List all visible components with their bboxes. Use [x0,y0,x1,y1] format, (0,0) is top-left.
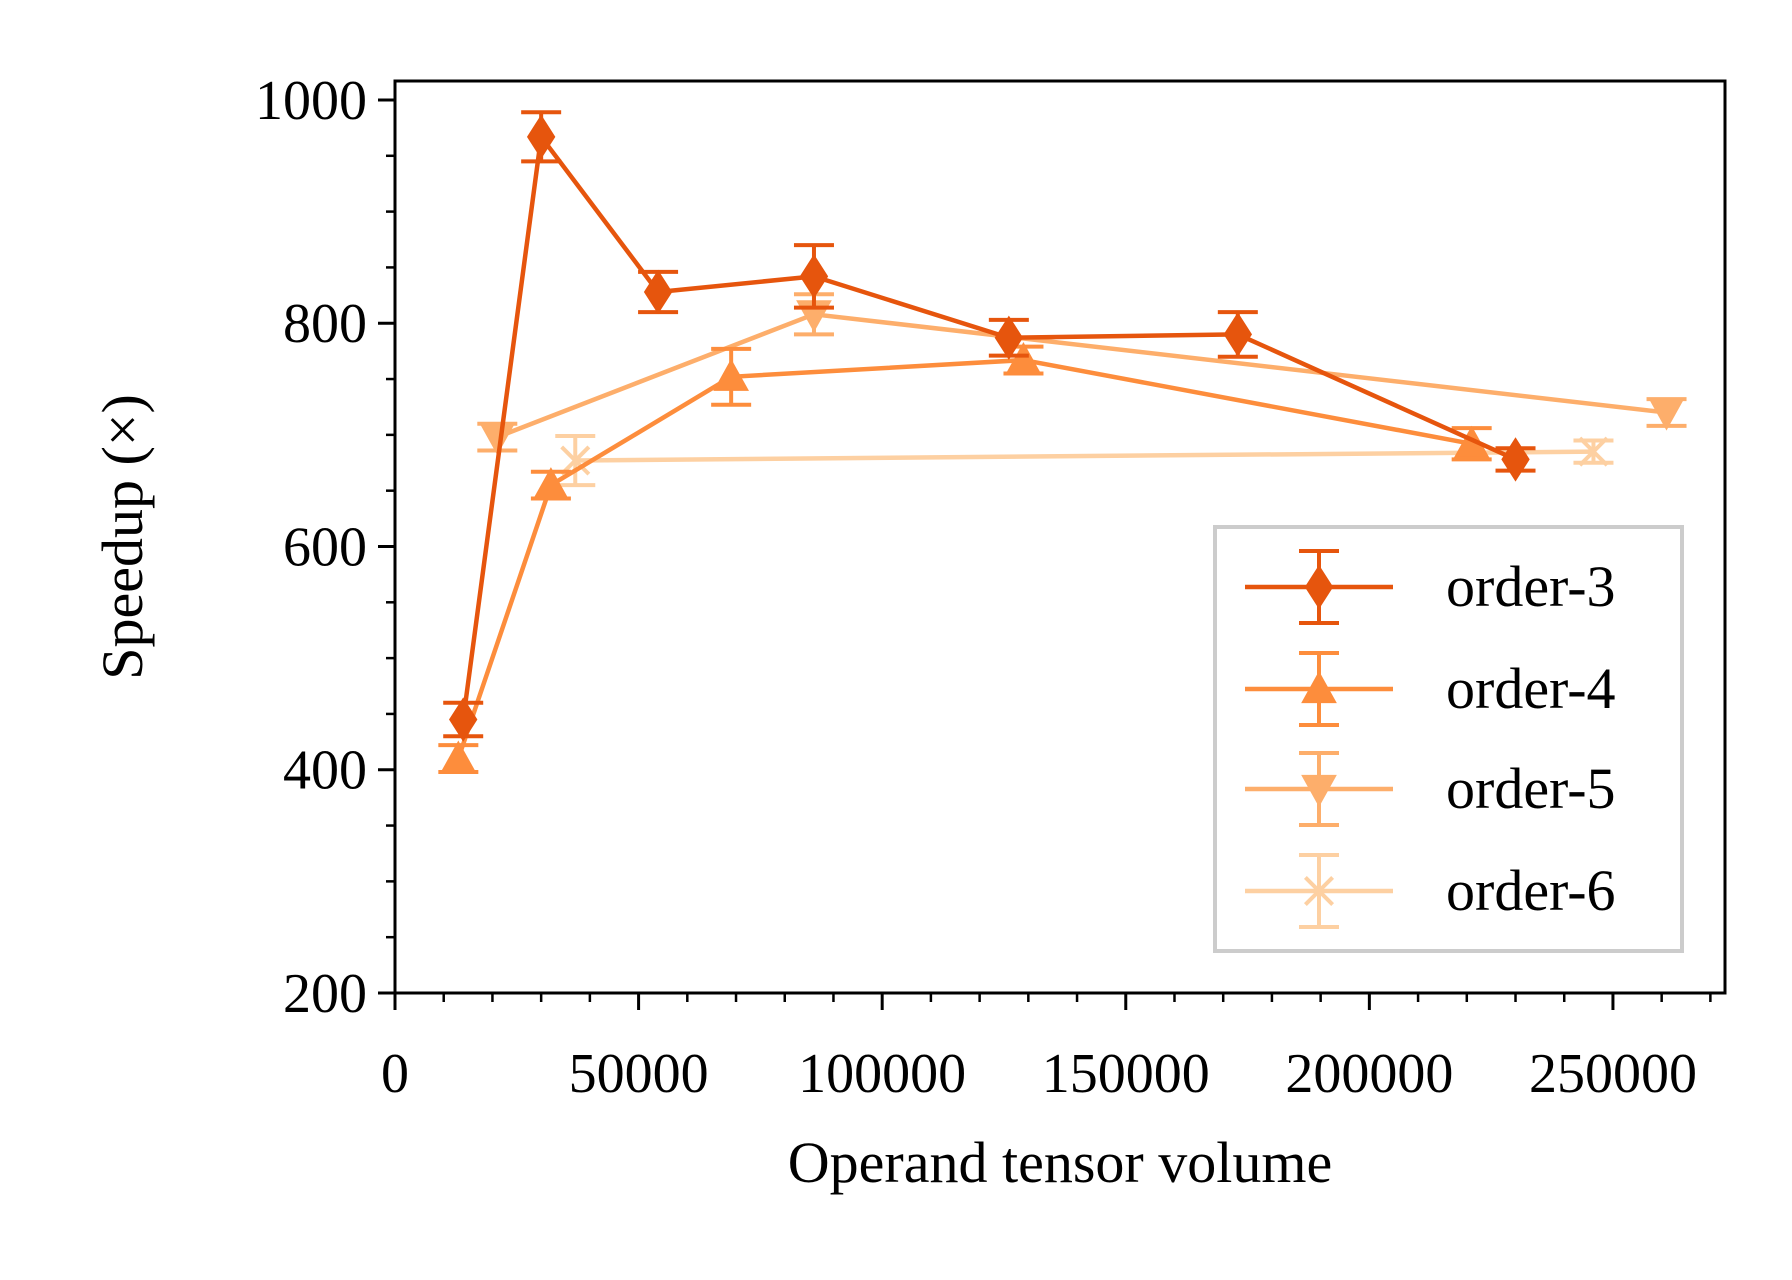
y-tick-label: 200 [283,963,367,1025]
data-point [1501,437,1530,482]
x-tick-label: 200000 [1285,1043,1453,1105]
data-point [533,467,569,500]
x-tick-labels: 0 50000 100000 150000 200000 250000 [381,1043,1697,1105]
legend-label: order-3 [1446,554,1616,619]
x-tick-label: 0 [381,1043,409,1105]
series-order-5 [477,292,1687,456]
series-line [575,449,1594,463]
data-point [713,358,750,391]
legend-entry: order-3 [1245,549,1616,625]
data-point [1648,398,1685,431]
data-point [449,697,478,742]
legend-marker [1303,875,1335,907]
series-layer [438,110,1687,774]
major-ticks [378,98,1615,1010]
data-point [994,315,1024,360]
series-order-3 [443,110,1536,742]
data-point [560,445,591,476]
legend-entry: order-5 [1245,751,1616,827]
y-tick-label: 400 [283,740,367,802]
legend-marker [1304,564,1334,610]
legend-entry: order-4 [1245,651,1616,727]
legend-entry: order-6 [1245,853,1616,929]
x-tick-label: 50000 [569,1043,709,1105]
legend-label: order-6 [1446,858,1616,923]
marker-stroke [560,445,591,476]
legend-marker [1301,774,1337,808]
data-point [1578,436,1609,467]
x-tick-label: 150000 [1042,1043,1210,1105]
data-point [1005,342,1042,375]
plot-frame [393,79,1727,995]
y-tick-labels: 200 400 600 800 1000 [255,70,367,1025]
legend: order-3 order-4 order-5 order-6 [1213,525,1684,953]
y-axis-label: Speedup (×) [90,394,155,680]
legend-marker [1301,670,1337,704]
y-tick-label: 1000 [255,70,367,132]
x-axis-label: Operand tensor volume [788,1130,1332,1195]
legend-label: order-4 [1446,656,1616,721]
marker-stroke [1303,875,1335,907]
series-order-6 [555,433,1614,488]
data-point [440,740,477,773]
data-point [479,422,516,456]
data-point [1223,312,1253,357]
x-tick-label: 250000 [1529,1043,1697,1105]
data-point [526,114,556,159]
series-line [496,312,1667,440]
y-tick-label: 800 [283,293,367,355]
legend-label: order-5 [1446,756,1616,821]
data-point [799,254,829,299]
x-tick-label: 100000 [798,1043,966,1105]
marker-stroke [1578,436,1609,467]
data-point [643,269,673,315]
legend-box [1213,525,1684,953]
y-tick-label: 600 [283,516,367,578]
